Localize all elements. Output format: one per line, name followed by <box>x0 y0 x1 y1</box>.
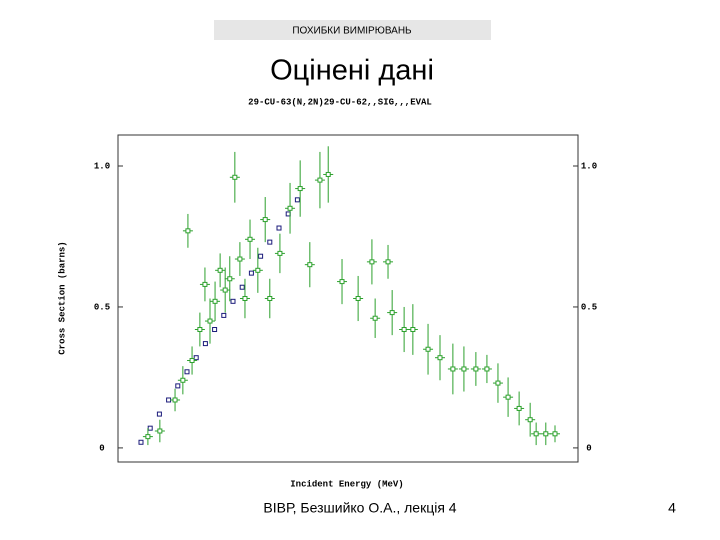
point <box>156 411 162 417</box>
point <box>484 366 490 372</box>
point <box>527 417 533 423</box>
y-tick-label: 0 <box>99 443 104 453</box>
point <box>258 253 264 259</box>
point <box>297 186 303 192</box>
point <box>239 284 245 290</box>
point <box>222 287 228 293</box>
point <box>277 250 283 256</box>
point <box>450 366 456 372</box>
point <box>184 369 190 375</box>
banner: ПОХИБКИ ВИМІРЮВАНЬ <box>292 26 412 37</box>
point <box>197 327 203 333</box>
x-axis-label: Incident Energy (MeV) <box>290 479 403 489</box>
y-axis-label: Cross Section (barns) <box>57 241 67 354</box>
point <box>232 174 238 180</box>
point <box>552 431 558 437</box>
point <box>138 439 144 445</box>
point <box>505 394 511 400</box>
point <box>247 236 253 242</box>
point <box>262 217 268 223</box>
point <box>166 397 172 403</box>
point <box>207 318 213 324</box>
point <box>230 298 236 304</box>
point <box>267 296 273 301</box>
point <box>202 281 208 287</box>
point <box>317 177 323 183</box>
point <box>461 366 467 372</box>
point <box>495 380 501 386</box>
point <box>294 197 300 203</box>
point <box>516 405 522 411</box>
point <box>227 276 233 282</box>
point <box>425 346 431 352</box>
y-tick-label-right: 0 <box>586 443 591 453</box>
point <box>157 428 163 434</box>
point <box>401 327 407 333</box>
point <box>389 310 395 316</box>
point <box>193 355 199 361</box>
point <box>175 383 181 389</box>
point <box>533 431 539 437</box>
point <box>287 205 293 211</box>
point <box>325 171 331 177</box>
y-tick-label: 1.0 <box>94 161 110 171</box>
point <box>217 267 223 273</box>
point <box>185 228 191 234</box>
point <box>267 239 273 245</box>
point <box>202 341 208 347</box>
banner-bg <box>214 20 491 40</box>
plot-frame <box>117 134 579 463</box>
point <box>355 296 361 301</box>
point <box>372 315 378 321</box>
point <box>410 327 416 333</box>
chart-title: 29-CU-63(N,2N)29-CU-62,,SIG,,,EVAL <box>248 97 432 107</box>
point <box>221 312 227 318</box>
point <box>473 366 479 372</box>
slide-title: Оцінені дані <box>270 55 434 87</box>
point <box>276 225 282 231</box>
point <box>180 377 186 383</box>
point <box>307 262 313 268</box>
point <box>255 267 261 273</box>
point <box>145 434 151 440</box>
y-tick-label-right: 1.0 <box>581 161 597 171</box>
point <box>369 259 375 265</box>
point <box>189 358 195 364</box>
point <box>385 259 391 265</box>
point <box>237 256 243 262</box>
point <box>242 296 248 301</box>
point <box>147 425 153 431</box>
y-tick-label-right: 0.5 <box>581 302 597 312</box>
point <box>437 355 443 361</box>
page-number: 4 <box>668 500 676 516</box>
point <box>248 270 254 276</box>
point <box>543 431 549 437</box>
footer-text: ВІВР, Безшийко О.А., лекція 4 <box>263 500 456 516</box>
point <box>212 327 218 333</box>
point <box>339 279 345 285</box>
point <box>172 397 178 403</box>
point <box>212 298 218 304</box>
y-tick-label: 0.5 <box>94 302 110 312</box>
